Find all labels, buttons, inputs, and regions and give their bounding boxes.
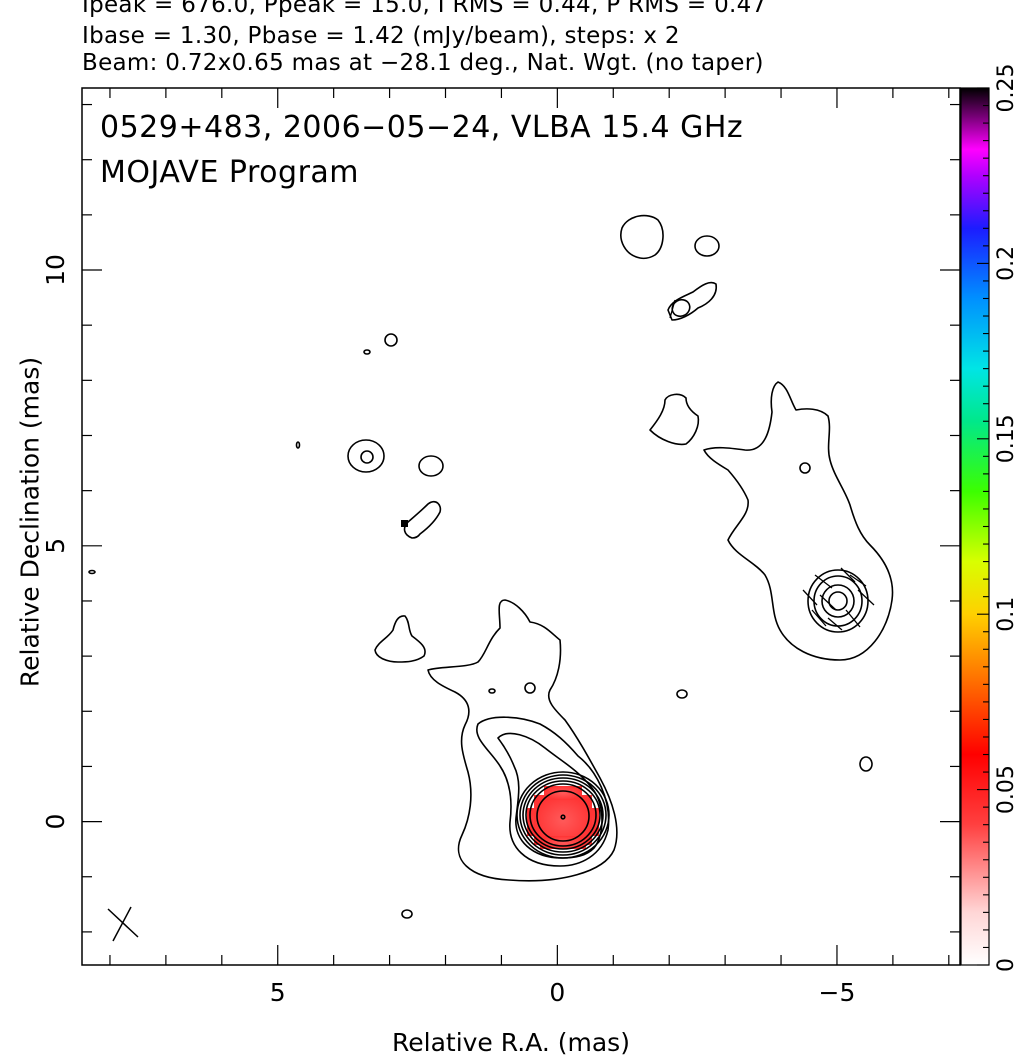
header-line-2: Ibase = 1.30, Pbase = 1.42 (mJy/beam), s… xyxy=(82,23,680,49)
axis-ticks xyxy=(82,88,960,965)
y-tick-label: 10 xyxy=(41,254,70,286)
colorbar-ticks xyxy=(977,87,989,966)
x-axis-label: Relative R.A. (mas) xyxy=(392,1028,630,1057)
contour-outer xyxy=(427,599,618,882)
header-line-3: Beam: 0.72x0.65 mas at −28.1 deg., Nat. … xyxy=(82,50,764,76)
y-tick-labels: 0 5 10 xyxy=(41,254,70,829)
plot-title-line-1: 0529+483, 2006−05−24, VLBA 15.4 GHz xyxy=(100,110,744,145)
pixel-mark xyxy=(401,520,408,527)
header-line-1: Ipeak = 676.0, Ppeak = 15.0, I RMS = 0.4… xyxy=(82,0,767,18)
plot-frame xyxy=(81,87,961,966)
contour-lines xyxy=(88,214,894,919)
colorbar-tick-label: 0.2 xyxy=(994,246,1019,281)
colorbar-tick-label: 0 xyxy=(994,958,1019,972)
x-tick-labels: 5 0 −5 xyxy=(270,978,856,1007)
colorbar-labels: 0 0.05 0.1 0.15 0.2 0.25 xyxy=(994,64,1019,972)
colorbar-tick-label: 0.1 xyxy=(994,597,1019,632)
x-tick-label: 5 xyxy=(270,978,286,1007)
colorbar-tick-label: 0.05 xyxy=(994,765,1019,814)
polarization-region xyxy=(527,786,599,849)
y-tick-label: 5 xyxy=(41,538,70,554)
x-tick-label: 0 xyxy=(549,978,565,1007)
contour-jet-region xyxy=(703,381,894,661)
y-axis-label: Relative Declination (mas) xyxy=(15,356,45,688)
colorbar-tick-label: 0.15 xyxy=(994,414,1019,463)
y-tick-label: 0 xyxy=(41,814,70,830)
beam-marker xyxy=(107,906,139,942)
polarization-vectors xyxy=(669,299,875,631)
x-tick-label: −5 xyxy=(819,978,856,1007)
colorbar-tick-label: 0.25 xyxy=(994,64,1019,113)
plot-title-line-2: MOJAVE Program xyxy=(100,155,360,190)
contour-jet-knot xyxy=(807,569,869,633)
